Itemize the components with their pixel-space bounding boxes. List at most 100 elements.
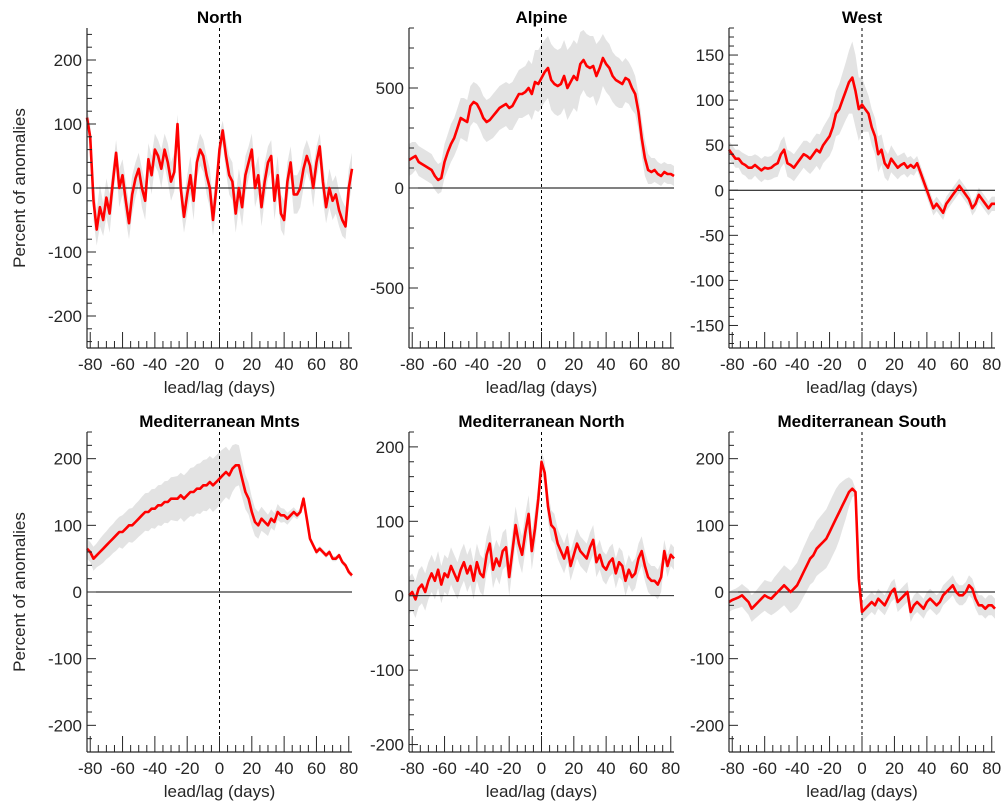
y-tick-label: 100 (54, 516, 82, 535)
x-tick-label: 80 (339, 759, 358, 778)
y-tick-label: -200 (48, 716, 82, 735)
panel-title: Alpine (516, 8, 568, 27)
x-tick-label: 80 (661, 759, 680, 778)
y-tick-label: -500 (370, 279, 404, 298)
y-tick-label: -100 (370, 661, 404, 680)
x-tick-label: 60 (950, 759, 969, 778)
x-tick-label: -80 (78, 759, 103, 778)
x-tick-label: 20 (564, 355, 583, 374)
x-tick-label: 20 (564, 759, 583, 778)
panel-title: Mediterranean Mnts (139, 412, 300, 431)
y-axis-label-top-row: Percent of anomalies (10, 108, 29, 268)
y-tick-label: -100 (48, 650, 82, 669)
x-tick-label: 0 (857, 759, 866, 778)
x-tick-label: 20 (885, 355, 904, 374)
y-tick-label: 50 (705, 136, 724, 155)
x-tick-label: 0 (215, 759, 224, 778)
x-tick-label: 80 (661, 355, 680, 374)
confidence-band (409, 30, 674, 194)
x-tick-label: -20 (817, 355, 842, 374)
y-tick-label: 150 (696, 46, 724, 65)
x-tick-label: 60 (307, 355, 326, 374)
y-tick-label: 100 (376, 512, 404, 531)
y-tick-label: 500 (376, 79, 404, 98)
panel-alpine: Alpine -500 0 500 -80 -60 -40 -20 0 20 40 60 80 lead/… (370, 8, 680, 397)
x-tick-label: -40 (465, 759, 490, 778)
series-line (727, 76, 995, 215)
x-tick-label: 0 (537, 355, 546, 374)
x-tick-label: -80 (400, 355, 425, 374)
panel-title: North (197, 8, 242, 27)
y-tick-label: 200 (376, 438, 404, 457)
y-tick-label: -200 (370, 736, 404, 755)
series-line (86, 463, 353, 577)
x-tick-label: -60 (432, 759, 457, 778)
series-line (85, 117, 354, 231)
y-tick-label: 100 (696, 516, 724, 535)
x-tick-label: 40 (597, 355, 616, 374)
x-tick-label: 20 (242, 355, 261, 374)
x-tick-label: -40 (143, 355, 168, 374)
x-axis-label: lead/lag (days) (806, 378, 918, 397)
series-line (408, 56, 675, 182)
x-tick-label: 80 (982, 759, 1001, 778)
y-axis-label-bottom-row: Percent of anomalies (10, 512, 29, 672)
panel-title: West (842, 8, 883, 27)
series-line (408, 460, 675, 601)
y-tick-label: 0 (73, 179, 82, 198)
x-tick-label: 0 (215, 355, 224, 374)
y-tick-label: -150 (690, 316, 724, 335)
x-tick-label: 20 (885, 759, 904, 778)
x-axis-label: lead/lag (days) (164, 378, 276, 397)
y-tick-label: 100 (696, 91, 724, 110)
x-tick-label: -80 (720, 355, 745, 374)
x-tick-label: -60 (752, 355, 777, 374)
y-tick-label: 200 (696, 450, 724, 469)
y-tick-label: 100 (54, 115, 82, 134)
y-tick-label: -100 (690, 271, 724, 290)
x-tick-label: -60 (432, 355, 457, 374)
panel-west: West -150 -100 -50 0 50 100 150 -80 -60 -40 -20 0 20 4… (690, 8, 1001, 397)
x-tick-label: -20 (175, 759, 200, 778)
x-tick-label: -80 (400, 759, 425, 778)
x-tick-label: 40 (917, 355, 936, 374)
panel-title: Mediterranean North (458, 412, 624, 431)
y-tick-label: 0 (395, 587, 404, 606)
x-tick-label: 40 (597, 759, 616, 778)
y-tick-label: -200 (690, 716, 724, 735)
y-tick-label: -200 (48, 307, 82, 326)
x-tick-label: -20 (175, 355, 200, 374)
x-tick-label: -40 (785, 759, 810, 778)
y-tick-label: 200 (54, 450, 82, 469)
x-tick-label: -80 (78, 355, 103, 374)
x-tick-label: -20 (497, 355, 522, 374)
x-tick-label: 40 (275, 355, 294, 374)
x-tick-label: -40 (465, 355, 490, 374)
x-tick-label: 40 (917, 759, 936, 778)
y-tick-label: -100 (690, 650, 724, 669)
x-tick-label: -60 (110, 759, 135, 778)
x-tick-label: 60 (950, 355, 969, 374)
x-tick-label: -80 (720, 759, 745, 778)
y-tick-label: -100 (48, 243, 82, 262)
x-tick-label: 0 (857, 355, 866, 374)
x-tick-label: -40 (785, 355, 810, 374)
y-tick-label: 0 (395, 179, 404, 198)
x-tick-label: -60 (110, 355, 135, 374)
x-tick-label: -20 (497, 759, 522, 778)
y-tick-label: -50 (699, 226, 724, 245)
x-tick-label: 60 (629, 355, 648, 374)
x-axis-label: lead/lag (days) (486, 378, 598, 397)
y-tick-label: 0 (715, 583, 724, 602)
y-tick-label: 0 (73, 583, 82, 602)
y-tick-label: 0 (715, 181, 724, 200)
x-tick-label: 0 (537, 759, 546, 778)
x-tick-label: 80 (982, 355, 1001, 374)
x-tick-label: 80 (339, 355, 358, 374)
panel-title: Mediterranean South (777, 412, 946, 431)
